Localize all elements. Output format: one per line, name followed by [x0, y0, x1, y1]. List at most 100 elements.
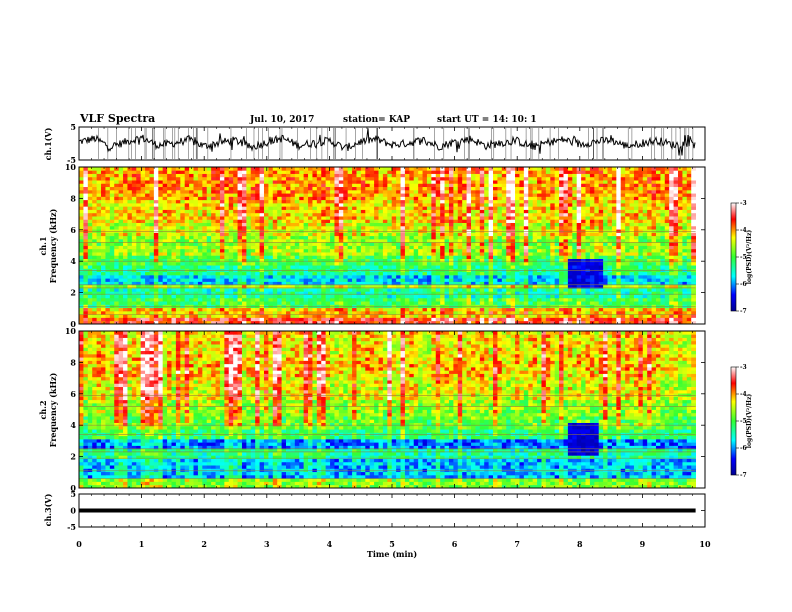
- spectrogram-cell: [131, 232, 137, 237]
- spectrogram-cell: [669, 274, 674, 279]
- spectrogram-cell: [510, 307, 516, 312]
- spectrogram-cell: [263, 222, 269, 227]
- spectrogram-cell: [677, 278, 683, 282]
- spectrogram-cell: [660, 238, 666, 243]
- spectrogram-cell: [422, 320, 428, 324]
- spectrogram-cell: [435, 291, 441, 295]
- spectrogram-cell: [87, 212, 93, 217]
- spectrogram-cell: [453, 278, 459, 282]
- spectrogram-cell: [559, 248, 564, 253]
- spectrogram-cell: [101, 294, 106, 299]
- spectrogram-cell: [532, 229, 538, 233]
- spectrogram-cell: [607, 242, 613, 246]
- spectrogram-cell: [462, 261, 467, 266]
- spectrogram-cell: [457, 317, 463, 322]
- spectrogram-cell: [550, 301, 556, 305]
- spectrogram-cell: [286, 274, 291, 279]
- spectrogram-cell: [299, 288, 305, 292]
- spectrogram-cell: [360, 317, 366, 322]
- spectrogram-cell: [620, 229, 626, 233]
- spectrogram-cell: [167, 281, 172, 286]
- spectrogram-cell: [290, 297, 296, 302]
- spectrogram-cell: [638, 229, 644, 233]
- spectrogram-cell: [545, 255, 551, 259]
- spectrogram-cell: [448, 294, 454, 299]
- spectrogram-cell: [347, 255, 353, 259]
- spectrogram-cell: [479, 212, 485, 217]
- spectrogram-cell: [545, 281, 551, 286]
- spectrogram-cell: [197, 248, 203, 253]
- spectrogram-cell: [554, 232, 560, 237]
- spectrogram-cell: [470, 235, 476, 240]
- spectrogram-cell: [211, 232, 216, 237]
- spectrogram-cell: [625, 225, 630, 230]
- spectrogram-cell: [488, 284, 494, 289]
- spectrogram-cell: [312, 225, 318, 230]
- spectrogram-cell: [426, 261, 432, 266]
- spectrogram-cell: [83, 268, 89, 273]
- spectrogram-cell: [197, 274, 203, 279]
- spectrogram-cell: [585, 235, 591, 240]
- spectrogram-cell: [638, 222, 644, 227]
- spectrogram-cell: [444, 265, 450, 269]
- spectrogram-cell: [193, 222, 199, 227]
- spectrogram-cell: [96, 317, 102, 322]
- spectrogram-cell: [559, 278, 564, 282]
- spectrogram-cell: [369, 222, 375, 227]
- spectrogram-cell: [356, 216, 362, 220]
- spectrogram-cell: [418, 284, 423, 289]
- spectrogram-cell: [497, 284, 503, 289]
- spectrogram-cell: [409, 252, 415, 256]
- spectrogram-cell: [211, 284, 216, 289]
- spectrogram-cell: [435, 294, 441, 299]
- spectrogram-cell: [259, 232, 265, 237]
- spectrogram-cell: [572, 320, 578, 324]
- spectrogram-cell: [493, 248, 498, 253]
- spectrogram-cell: [629, 261, 635, 266]
- spectrogram-cell: [479, 278, 485, 282]
- spectrogram-cell: [87, 307, 93, 312]
- spectrogram-cell: [501, 297, 507, 302]
- spectrogram-cell: [497, 278, 503, 282]
- spectrogram-cell: [642, 320, 648, 324]
- spectrogram-cell: [123, 284, 128, 289]
- spectrogram-cell: [545, 248, 551, 253]
- spectrogram-cell: [382, 245, 388, 250]
- spectrogram-cell: [479, 216, 485, 220]
- spectrogram-cell: [567, 258, 573, 263]
- spectrogram-cell: [325, 288, 331, 292]
- spectrogram-cell: [334, 232, 340, 237]
- spectrogram-cell: [554, 301, 560, 305]
- spectrogram-cell: [101, 219, 106, 223]
- spectrogram-cell: [219, 268, 225, 273]
- spectrogram-cell: [510, 258, 516, 263]
- spectrogram-cell: [197, 222, 203, 227]
- spectrogram-cell: [83, 317, 89, 322]
- spectrogram-cell: [272, 261, 278, 266]
- spectrogram-cell: [237, 212, 243, 217]
- spectrogram-cell: [255, 310, 260, 315]
- spectrogram-cell: [616, 304, 622, 309]
- spectrogram-cell: [162, 265, 168, 269]
- spectrogram-cell: [457, 268, 463, 273]
- spectrogram-cell: [444, 252, 450, 256]
- spectrogram-cell: [404, 320, 410, 324]
- spectrogram-cell: [343, 242, 349, 246]
- spectrogram-cell: [237, 238, 243, 243]
- spectrogram-cell: [79, 297, 84, 302]
- spectrogram-cell: [171, 255, 177, 259]
- spectrogram-cell: [211, 294, 216, 299]
- spectrogram-cell: [444, 242, 450, 246]
- spectrogram-cell: [211, 225, 216, 230]
- spectrogram-cell: [545, 216, 551, 220]
- spectrogram-cell: [105, 245, 111, 250]
- spectrogram-cell: [453, 245, 459, 250]
- spectrogram-cell: [567, 271, 573, 276]
- station-label: station= KAP: [343, 115, 410, 125]
- spectrogram-cell: [418, 307, 423, 312]
- spectrogram-cell: [664, 294, 670, 299]
- spectrogram-cell: [325, 297, 331, 302]
- spectrogram-cell: [594, 281, 600, 286]
- spectrogram-cell: [409, 297, 415, 302]
- spectrogram-cell: [532, 278, 538, 282]
